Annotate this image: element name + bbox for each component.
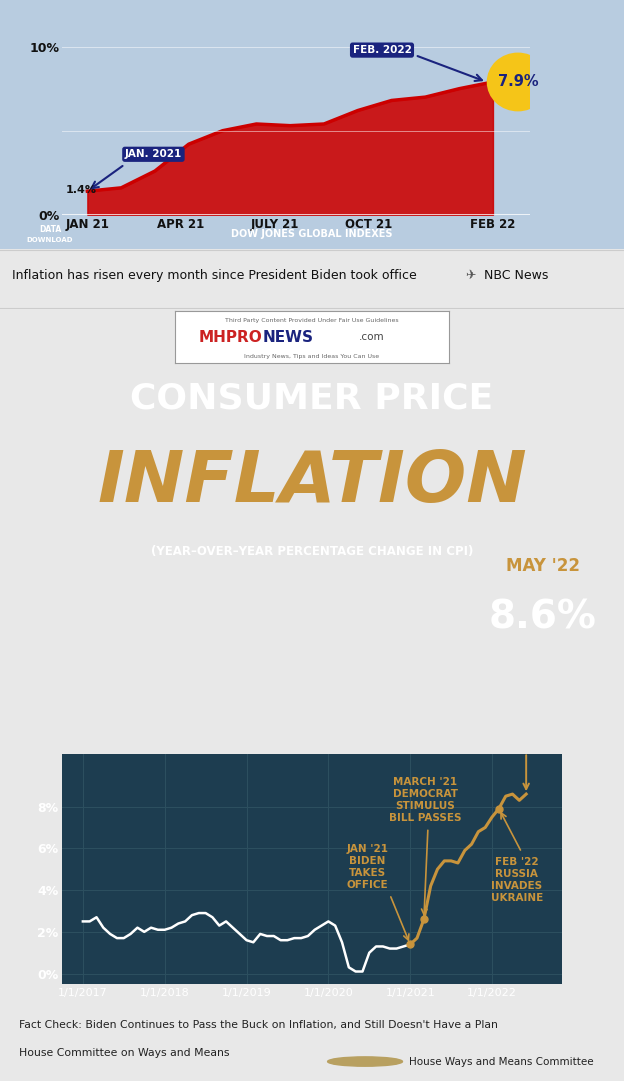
Text: JAN '21
BIDEN
TAKES
OFFICE: JAN '21 BIDEN TAKES OFFICE	[347, 844, 389, 890]
Text: 1.4%: 1.4%	[66, 185, 97, 195]
Ellipse shape	[487, 53, 549, 111]
Circle shape	[328, 1057, 402, 1066]
Text: DATA: DATA	[39, 225, 61, 233]
Text: (YEAR–OVER–YEAR PERCENTAGE CHANGE IN CPI): (YEAR–OVER–YEAR PERCENTAGE CHANGE IN CPI…	[151, 545, 473, 558]
Text: MAY '22: MAY '22	[506, 557, 580, 575]
Text: MARCH '21
DEMOCRAT
STIMULUS
BILL PASSES: MARCH '21 DEMOCRAT STIMULUS BILL PASSES	[389, 777, 462, 824]
Text: 8.6%: 8.6%	[489, 598, 597, 637]
Text: House Committee on Ways and Means: House Committee on Ways and Means	[19, 1049, 229, 1058]
Text: CONSUMER PRICE: CONSUMER PRICE	[130, 382, 494, 415]
Text: ✈: ✈	[465, 269, 475, 282]
Text: NBC News: NBC News	[484, 269, 548, 282]
Text: DOW JONES GLOBAL INDEXES: DOW JONES GLOBAL INDEXES	[232, 229, 392, 239]
Text: FEB '22
RUSSIA
INVADES
UKRAINE: FEB '22 RUSSIA INVADES UKRAINE	[490, 857, 543, 903]
Text: Third Party Content Provided Under Fair Use Guidelines: Third Party Content Provided Under Fair …	[225, 318, 399, 322]
Text: Inflation has risen every month since President Biden took office: Inflation has risen every month since Pr…	[12, 269, 417, 282]
Text: MHPRO: MHPRO	[199, 330, 263, 345]
Text: .com: .com	[359, 332, 384, 343]
Text: Industry News, Tips and Ideas You Can Use: Industry News, Tips and Ideas You Can Us…	[245, 355, 379, 359]
FancyBboxPatch shape	[0, 0, 624, 249]
Text: Fact Check: Biden Continues to Pass the Buck on Inflation, and Still Doesn't Hav: Fact Check: Biden Continues to Pass the …	[19, 1020, 497, 1030]
Text: JAN. 2021: JAN. 2021	[125, 149, 182, 159]
Text: House Ways and Means Committee: House Ways and Means Committee	[409, 1056, 593, 1067]
Text: 7.9%: 7.9%	[497, 75, 539, 90]
Text: NEWS: NEWS	[263, 330, 314, 345]
Text: FEB. 2022: FEB. 2022	[353, 45, 411, 55]
Text: INFLATION: INFLATION	[97, 449, 527, 518]
Text: DOWNLOAD: DOWNLOAD	[27, 238, 73, 243]
